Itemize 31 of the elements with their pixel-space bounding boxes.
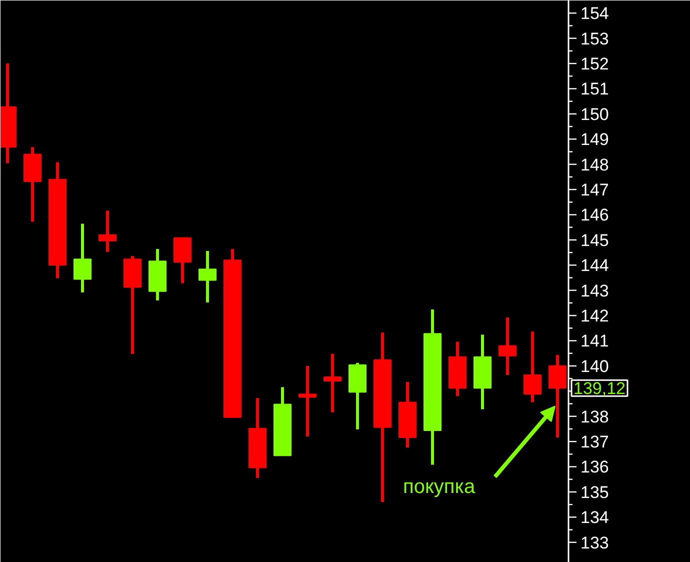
candlestick — [198, 251, 216, 302]
candlestick — [298, 366, 316, 436]
y-tick-label: 140 — [580, 356, 609, 376]
y-tick-label: 137 — [580, 432, 609, 452]
y-tick-label: 134 — [580, 508, 609, 528]
y-tick-label: 148 — [580, 155, 609, 174]
y-tick-label: 152 — [580, 54, 609, 74]
y-tick-label: 144 — [580, 256, 609, 276]
y-tick-label: 153 — [580, 29, 609, 48]
candlestick — [548, 354, 566, 438]
y-tick-label: 143 — [580, 281, 609, 300]
y-tick-label: 142 — [580, 306, 609, 326]
annotation: покупка — [403, 476, 476, 498]
y-tick-label: 146 — [580, 206, 609, 225]
y-tick-label: 150 — [580, 104, 609, 124]
y-tick-label: 136 — [580, 458, 609, 477]
y-tick-label: 154 — [580, 4, 609, 24]
y-tick-label: 141 — [580, 332, 609, 351]
y-tick-label: 145 — [580, 230, 609, 250]
candlestick — [98, 210, 116, 252]
y-tick-label: 147 — [580, 180, 609, 200]
candlestick — [524, 332, 542, 402]
y-tick-label: 149 — [580, 130, 609, 150]
candlestick — [498, 318, 516, 375]
text: 139,12 — [574, 379, 626, 398]
y-tick-label: 138 — [580, 407, 609, 426]
candlestick — [324, 354, 342, 412]
candlestick — [74, 224, 92, 292]
y-tick-label: 133 — [580, 533, 609, 552]
y-tick-label: 151 — [580, 80, 609, 99]
y-tick-label: 135 — [580, 482, 609, 502]
